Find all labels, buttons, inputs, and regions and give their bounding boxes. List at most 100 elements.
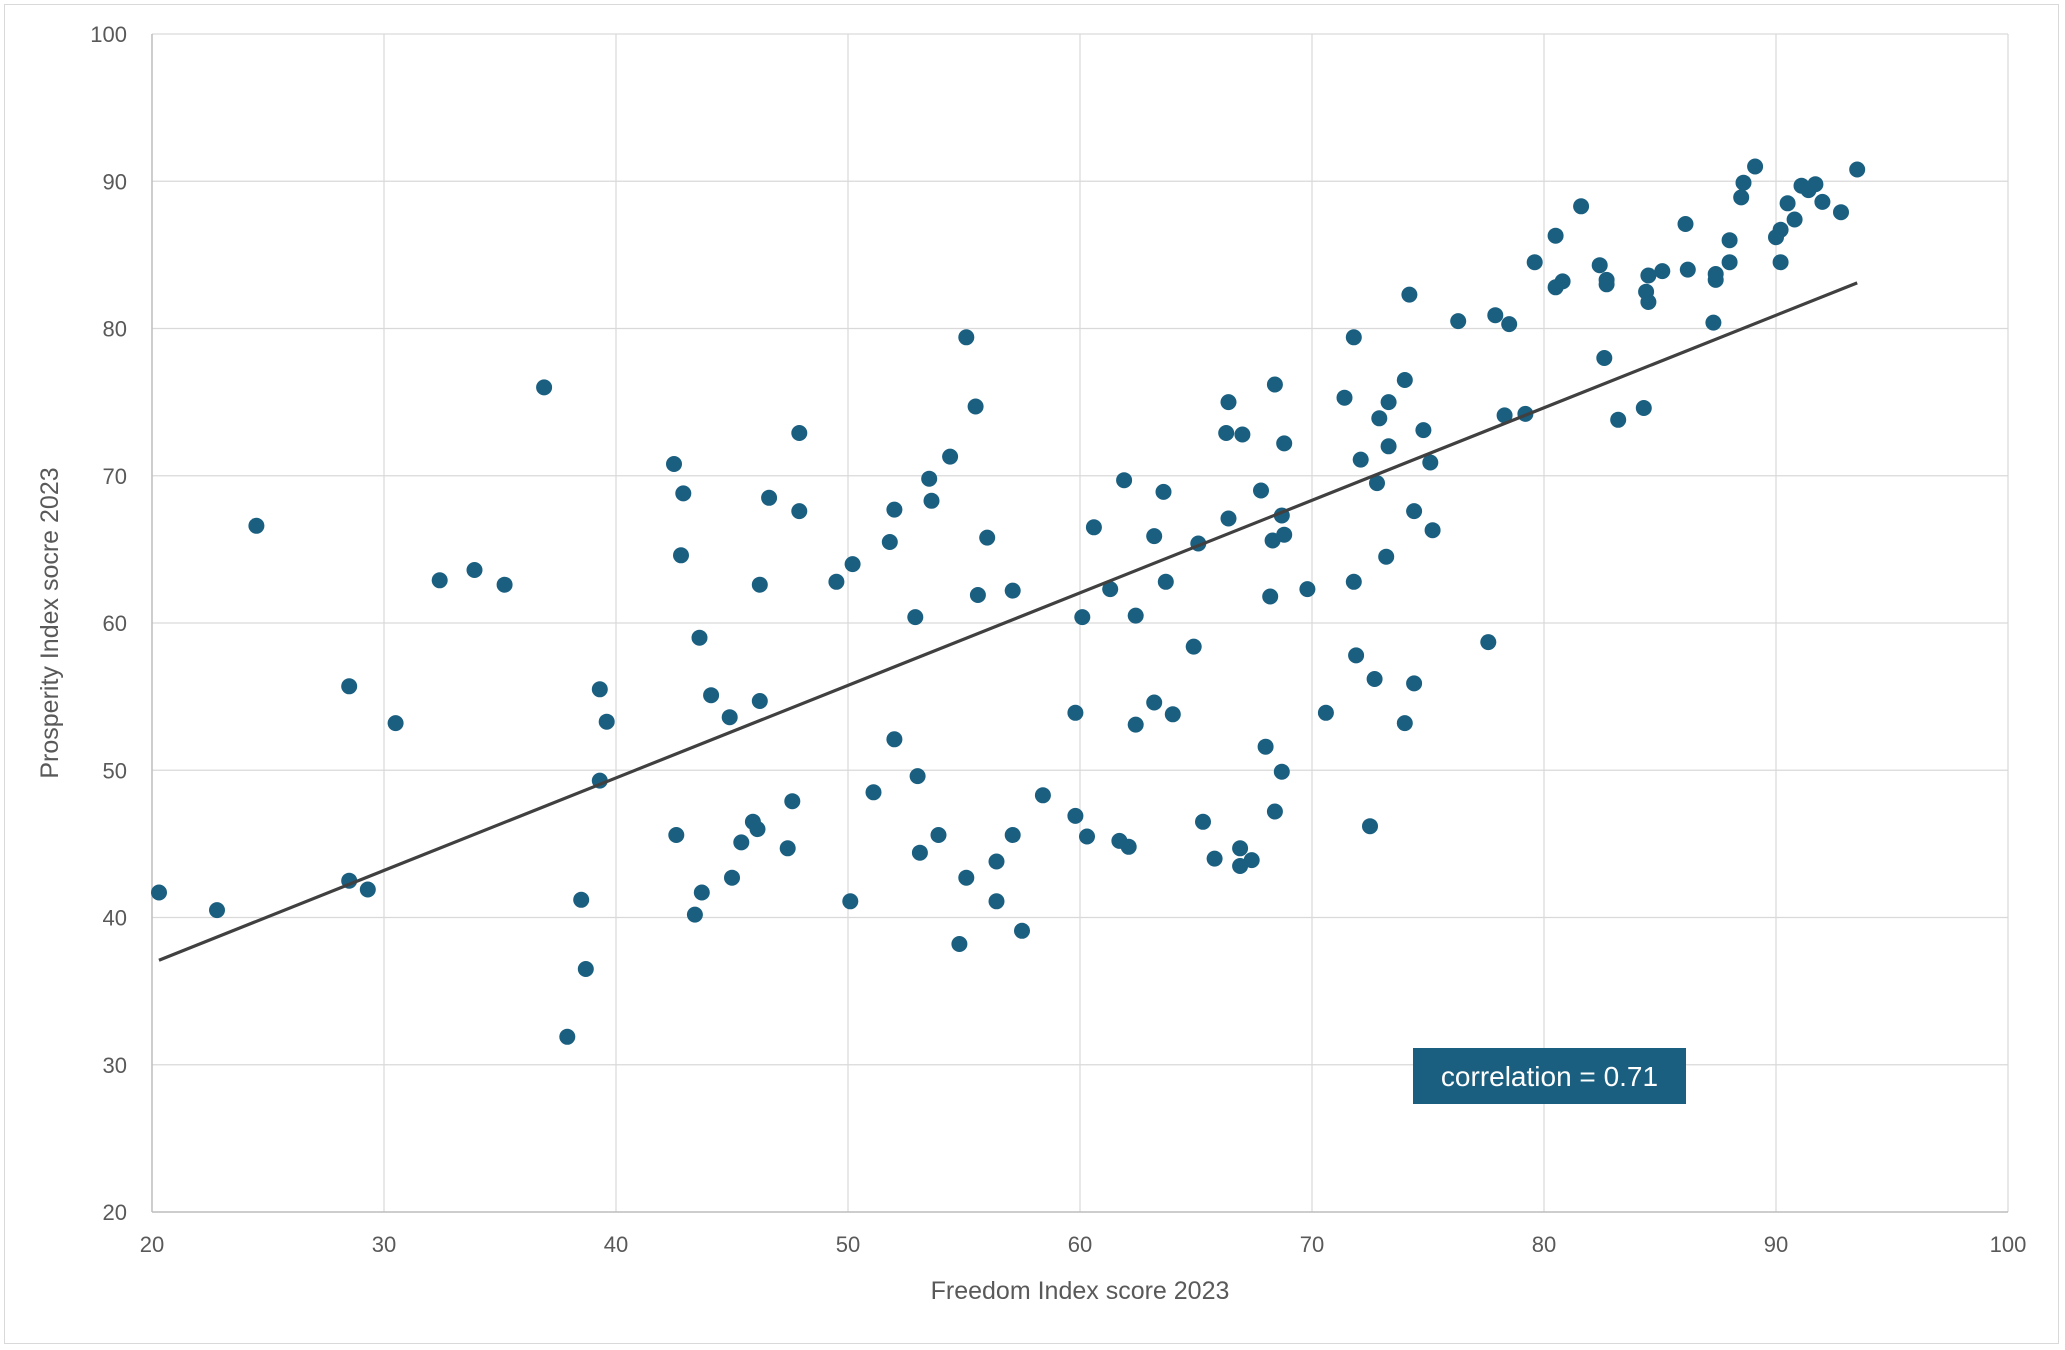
data-point xyxy=(248,517,265,534)
data-point xyxy=(988,893,1005,910)
data-point xyxy=(1232,840,1249,857)
data-point xyxy=(1079,828,1095,845)
data-point xyxy=(673,547,689,564)
data-point xyxy=(1034,787,1051,804)
data-point xyxy=(1164,706,1181,723)
data-point xyxy=(1220,510,1237,527)
data-point xyxy=(724,869,740,886)
y-tick-label: 40 xyxy=(103,906,127,931)
data-point xyxy=(496,576,513,593)
data-point xyxy=(923,492,940,509)
y-tick-label: 100 xyxy=(90,22,127,47)
data-point xyxy=(1127,716,1144,733)
data-point xyxy=(1345,329,1362,346)
data-point xyxy=(791,425,808,441)
x-tick-labels: 20 30 40 50 60 70 80 90 100 xyxy=(140,1232,2027,1257)
data-point xyxy=(1366,671,1383,687)
data-point xyxy=(1654,263,1671,280)
data-point xyxy=(749,821,766,838)
data-point xyxy=(209,902,225,919)
y-tick-labels: 20 30 40 50 60 70 80 90 100 xyxy=(90,22,127,1225)
data-point xyxy=(911,844,928,861)
y-tick-label: 90 xyxy=(103,169,127,194)
data-point xyxy=(1369,475,1385,492)
data-point xyxy=(591,681,608,698)
data-point xyxy=(466,562,483,578)
data-point xyxy=(1276,435,1293,452)
data-point xyxy=(151,884,167,901)
data-point xyxy=(1547,227,1564,244)
data-point xyxy=(1004,827,1021,843)
data-point xyxy=(1262,588,1279,605)
data-point xyxy=(1243,852,1260,869)
data-point xyxy=(1120,838,1137,855)
data-point xyxy=(1396,372,1413,388)
data-point xyxy=(1380,394,1397,411)
data-point xyxy=(1102,581,1119,598)
data-point xyxy=(958,869,975,886)
data-point xyxy=(791,503,808,520)
data-point xyxy=(1406,675,1423,692)
data-point xyxy=(1116,472,1133,489)
data-point xyxy=(1779,195,1796,212)
data-point xyxy=(1596,350,1613,366)
data-point xyxy=(577,961,594,977)
data-point xyxy=(675,485,692,502)
data-point xyxy=(1067,807,1084,824)
data-point xyxy=(942,448,959,465)
data-point xyxy=(907,609,924,626)
data-point xyxy=(784,793,801,810)
data-point xyxy=(1496,407,1513,424)
data-point xyxy=(1253,482,1269,499)
data-point xyxy=(979,529,996,546)
y-tick-label: 20 xyxy=(103,1200,127,1225)
data-point xyxy=(828,573,845,590)
y-axis-title: Prosperity Index socre 2023 xyxy=(36,467,64,778)
data-point xyxy=(1004,582,1021,599)
data-point xyxy=(967,398,984,415)
data-point xyxy=(536,379,553,396)
data-point xyxy=(1598,276,1615,293)
chart-frame xyxy=(4,4,2059,1344)
data-point xyxy=(1707,271,1724,288)
data-point xyxy=(1317,704,1334,721)
data-point xyxy=(733,834,750,851)
x-tick-label: 80 xyxy=(1532,1232,1556,1257)
x-tick-label: 100 xyxy=(1990,1232,2027,1257)
data-point xyxy=(1348,647,1365,664)
data-point xyxy=(341,678,358,695)
data-point xyxy=(844,556,861,573)
x-tick-label: 50 xyxy=(836,1232,860,1257)
data-point xyxy=(1833,204,1849,221)
data-point xyxy=(1396,715,1413,732)
data-point xyxy=(1610,411,1627,428)
data-point xyxy=(559,1028,576,1045)
data-point xyxy=(1345,573,1362,590)
data-point xyxy=(1276,526,1293,543)
data-point xyxy=(431,572,448,589)
x-tick-label: 30 xyxy=(372,1232,396,1257)
data-point xyxy=(1807,176,1824,193)
axes xyxy=(151,34,2008,1213)
data-point xyxy=(666,456,682,472)
data-point xyxy=(842,893,859,910)
data-point xyxy=(1378,548,1395,565)
data-point xyxy=(703,687,720,704)
data-point xyxy=(721,709,738,726)
data-point xyxy=(693,884,710,901)
correlation-annotation-box xyxy=(1413,1048,1686,1104)
data-point xyxy=(1635,400,1652,416)
data-point xyxy=(988,853,1005,870)
data-point xyxy=(1195,813,1211,830)
data-points xyxy=(151,158,1866,1045)
data-point xyxy=(1234,426,1251,443)
data-point xyxy=(1415,422,1432,439)
data-point xyxy=(1772,254,1789,271)
data-point xyxy=(1157,573,1174,590)
data-point xyxy=(1266,376,1283,393)
trendline-group xyxy=(158,281,1858,962)
data-point xyxy=(1747,158,1764,175)
data-point xyxy=(668,827,685,843)
x-tick-label: 70 xyxy=(1300,1232,1324,1257)
data-point xyxy=(1422,454,1439,471)
